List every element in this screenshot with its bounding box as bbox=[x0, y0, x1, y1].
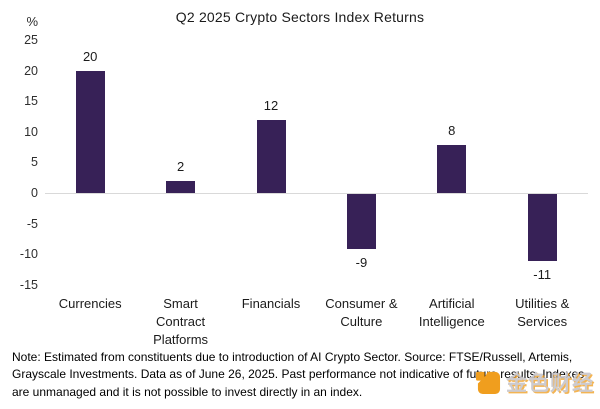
y-tick-label: -10 bbox=[19, 247, 38, 262]
bar bbox=[166, 181, 196, 194]
bar-value-label: 2 bbox=[176, 159, 185, 175]
x-category-label: Smart Contract Platforms bbox=[153, 296, 209, 347]
x-category-label: Currencies bbox=[58, 296, 122, 311]
y-tick-label: 15 bbox=[24, 94, 38, 109]
bar-value-label: 12 bbox=[263, 98, 279, 114]
y-tick-label: 5 bbox=[31, 155, 38, 170]
bar bbox=[437, 144, 467, 194]
x-category-label: Financials bbox=[241, 296, 301, 311]
bar bbox=[256, 120, 286, 194]
y-tick-label: -15 bbox=[19, 277, 38, 292]
chart-title: Q2 2025 Crypto Sectors Index Returns bbox=[175, 9, 425, 25]
bar bbox=[75, 71, 105, 194]
x-category-label: Consumer & Culture bbox=[325, 296, 398, 329]
y-tick-label: -5 bbox=[26, 216, 38, 231]
y-axis-unit-label: % bbox=[26, 14, 38, 29]
y-tick-label: 0 bbox=[31, 186, 38, 200]
x-category-label: Artificial Intelligence bbox=[418, 296, 485, 329]
bar bbox=[346, 193, 376, 249]
bar-value-label: -9 bbox=[355, 254, 368, 270]
y-tick-label: 20 bbox=[24, 63, 38, 78]
bar-value-label: 8 bbox=[448, 122, 456, 138]
x-axis-baseline bbox=[45, 193, 588, 194]
bar bbox=[527, 193, 557, 261]
bar-value-label: -11 bbox=[533, 266, 552, 282]
y-tick-label: 10 bbox=[24, 124, 38, 139]
bar-value-label: 20 bbox=[82, 49, 98, 65]
footnote: Note: Estimated from constituents due to… bbox=[12, 350, 585, 399]
y-tick-label: 25 bbox=[24, 33, 38, 47]
x-category-label: Utilities & Services bbox=[515, 296, 570, 329]
